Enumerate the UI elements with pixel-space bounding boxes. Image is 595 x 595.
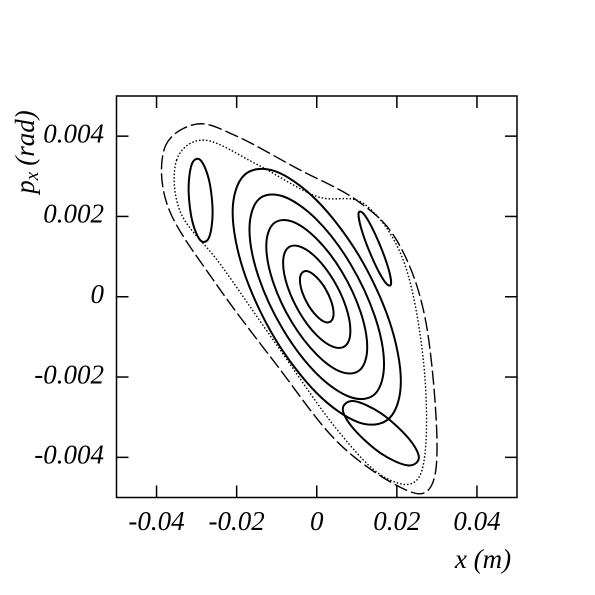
x-tick-label: -0.04 <box>128 506 184 536</box>
y-label-unit: (rad) <box>10 110 40 166</box>
x-tick-label: 0.04 <box>453 506 500 536</box>
orbit <box>173 139 428 486</box>
orbit <box>187 157 214 243</box>
y-label-main: p <box>10 180 40 196</box>
orbit <box>357 210 393 287</box>
y-tick-label: -0.002 <box>34 359 104 389</box>
y-axis-label: px (rad) <box>10 110 43 195</box>
x-tick-label: 0.02 <box>373 506 420 536</box>
y-tick-label: 0 <box>91 279 105 309</box>
orbit <box>231 167 402 426</box>
x-tick-label: 0 <box>310 506 324 536</box>
orbit <box>248 193 386 401</box>
orbit <box>341 400 420 467</box>
x-tick-label: -0.02 <box>209 506 265 536</box>
orbit <box>160 123 438 495</box>
y-tick-label: 0.004 <box>43 118 104 148</box>
x-axis-label: x (m) <box>454 544 511 574</box>
orbit <box>265 218 369 375</box>
y-tick-label: -0.004 <box>34 440 104 470</box>
y-tick-label: 0.002 <box>43 199 104 229</box>
orbit <box>282 244 352 349</box>
orbit <box>298 270 335 324</box>
y-label-sub: x <box>22 171 43 181</box>
plot-frame <box>115 95 518 499</box>
